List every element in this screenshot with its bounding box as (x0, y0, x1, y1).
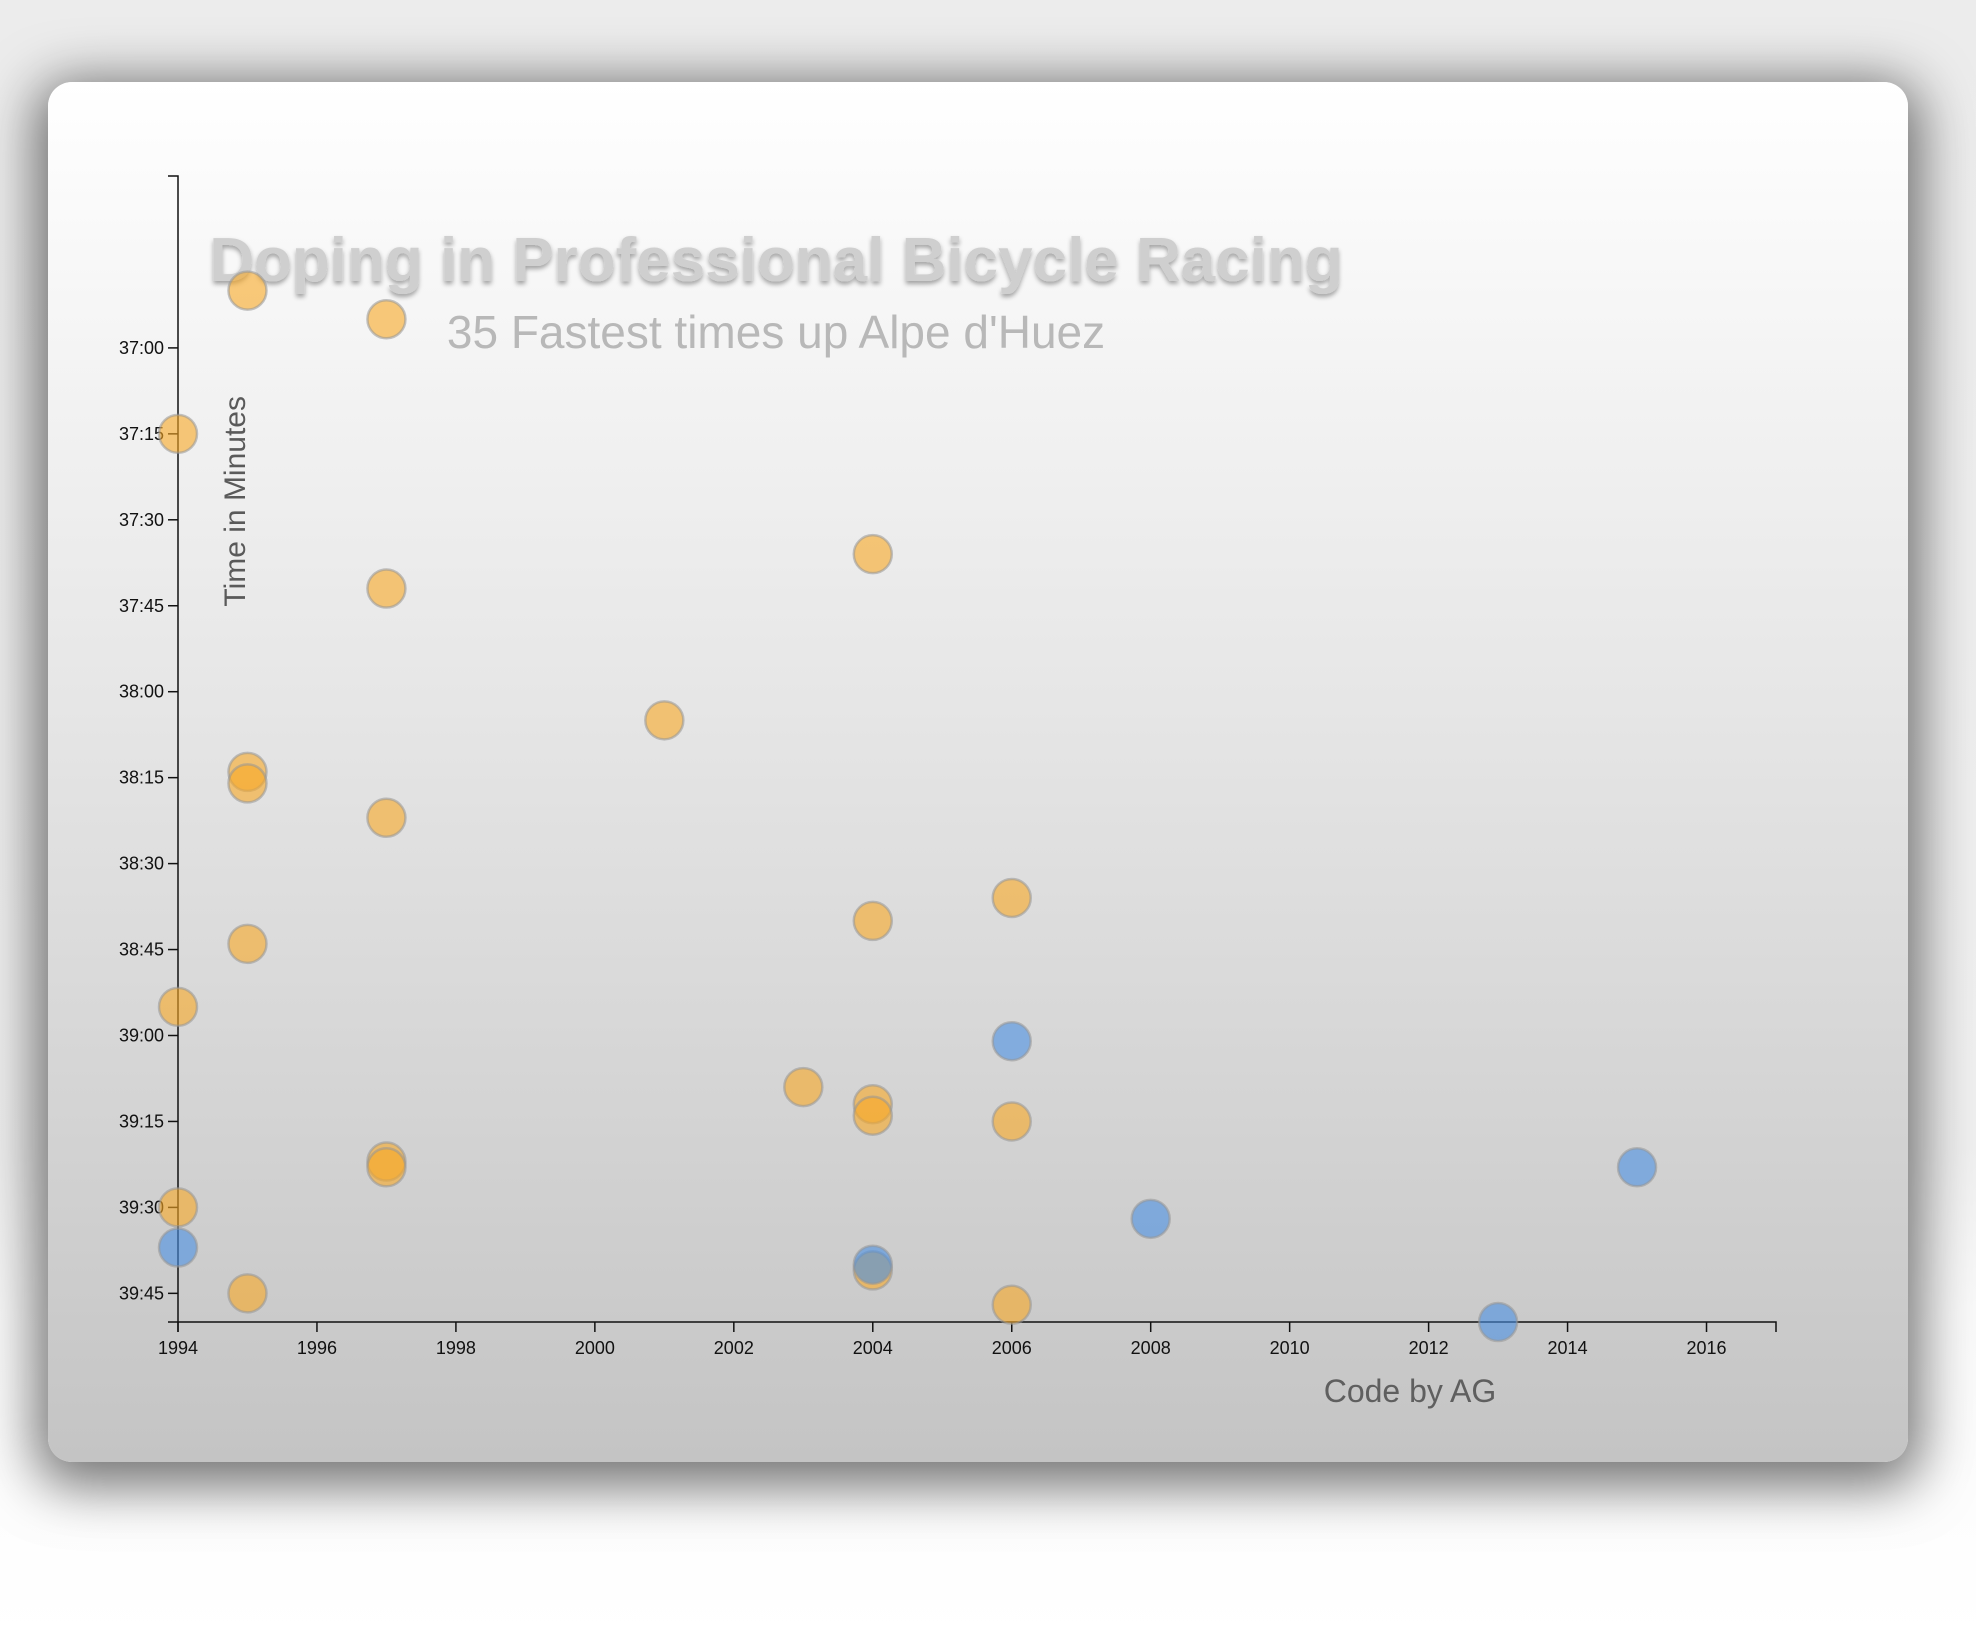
x-tick-label: 2014 (1548, 1338, 1588, 1358)
y-tick-label: 39:15 (119, 1111, 164, 1131)
chart-card: Doping in Professional Bicycle Racing 35… (48, 82, 1908, 1462)
y-tick-label: 38:45 (119, 940, 164, 960)
data-point-doping[interactable] (366, 299, 407, 340)
data-point-doping[interactable] (366, 568, 407, 609)
y-tick-label: 37:15 (119, 424, 164, 444)
data-point-no-doping[interactable] (991, 1020, 1032, 1062)
y-tick-label: 39:30 (119, 1197, 164, 1217)
data-point-no-doping[interactable] (1130, 1198, 1171, 1240)
x-tick-label: 2008 (1131, 1338, 1171, 1358)
x-axis-line (177, 1321, 1777, 1332)
x-tick-label: 2000 (575, 1338, 615, 1358)
data-point-doping[interactable] (227, 923, 268, 965)
data-points (157, 270, 1658, 1343)
data-point-no-doping[interactable] (157, 1227, 199, 1268)
chart-title: Doping in Professional Bicycle Racing (209, 226, 1342, 295)
y-tick-label: 37:45 (119, 596, 164, 616)
y-tick-label: 38:30 (119, 854, 164, 874)
data-point-no-doping[interactable] (852, 1244, 894, 1285)
data-point-no-doping[interactable] (1616, 1147, 1658, 1188)
y-axis-line (168, 175, 179, 1323)
y-tick-label: 38:00 (119, 682, 164, 702)
scatter-plot: Doping in Professional Bicycle Racing 35… (119, 175, 1777, 1409)
x-tick-label: 1998 (436, 1338, 476, 1358)
data-point-doping[interactable] (366, 797, 407, 839)
x-tick-label: 2010 (1270, 1338, 1310, 1358)
data-point-doping[interactable] (366, 1147, 407, 1188)
data-point-doping[interactable] (852, 900, 894, 942)
y-axis-label: Time in Minutes (219, 396, 252, 607)
x-tick-label: 2004 (853, 1338, 893, 1358)
y-axis: 37:00 37:15 37:30 37:45 38:00 38:15 38:30 38:45… (119, 175, 179, 1323)
data-point-doping[interactable] (227, 270, 268, 311)
y-tick-label: 37:00 (119, 338, 164, 358)
data-point-doping[interactable] (852, 533, 894, 575)
data-point-doping[interactable] (227, 763, 268, 804)
x-tick-label: 2012 (1409, 1338, 1449, 1358)
data-point-doping[interactable] (783, 1066, 824, 1108)
data-point-doping[interactable] (991, 1284, 1032, 1326)
credit-text: Code by AG (1324, 1373, 1497, 1409)
data-point-doping[interactable] (991, 1101, 1032, 1142)
data-point-no-doping[interactable] (1477, 1301, 1519, 1343)
y-tick-label: 37:30 (119, 510, 164, 530)
data-point-doping[interactable] (157, 413, 199, 455)
x-tick-label: 1996 (297, 1338, 337, 1358)
chart-subtitle: 35 Fastest times up Alpe d'Huez (447, 306, 1105, 358)
x-tick-label: 2006 (992, 1338, 1032, 1358)
y-tick-label: 39:45 (119, 1283, 164, 1303)
data-point-doping[interactable] (157, 1187, 199, 1228)
x-tick-label: 2016 (1686, 1338, 1726, 1358)
y-tick-label: 38:15 (119, 768, 164, 788)
data-point-doping[interactable] (991, 877, 1032, 919)
data-point-doping[interactable] (227, 1273, 268, 1314)
data-point-doping[interactable] (644, 700, 685, 741)
data-point-doping[interactable] (157, 986, 199, 1028)
x-axis: 1994 1996 1998 2000 2002 2004 2006 2008 2010 2012… (158, 1321, 1777, 1358)
y-tick-label: 39:00 (119, 1026, 164, 1046)
x-tick-label: 2002 (714, 1338, 754, 1358)
data-point-doping[interactable] (852, 1095, 894, 1136)
x-tick-label: 1994 (158, 1338, 198, 1358)
